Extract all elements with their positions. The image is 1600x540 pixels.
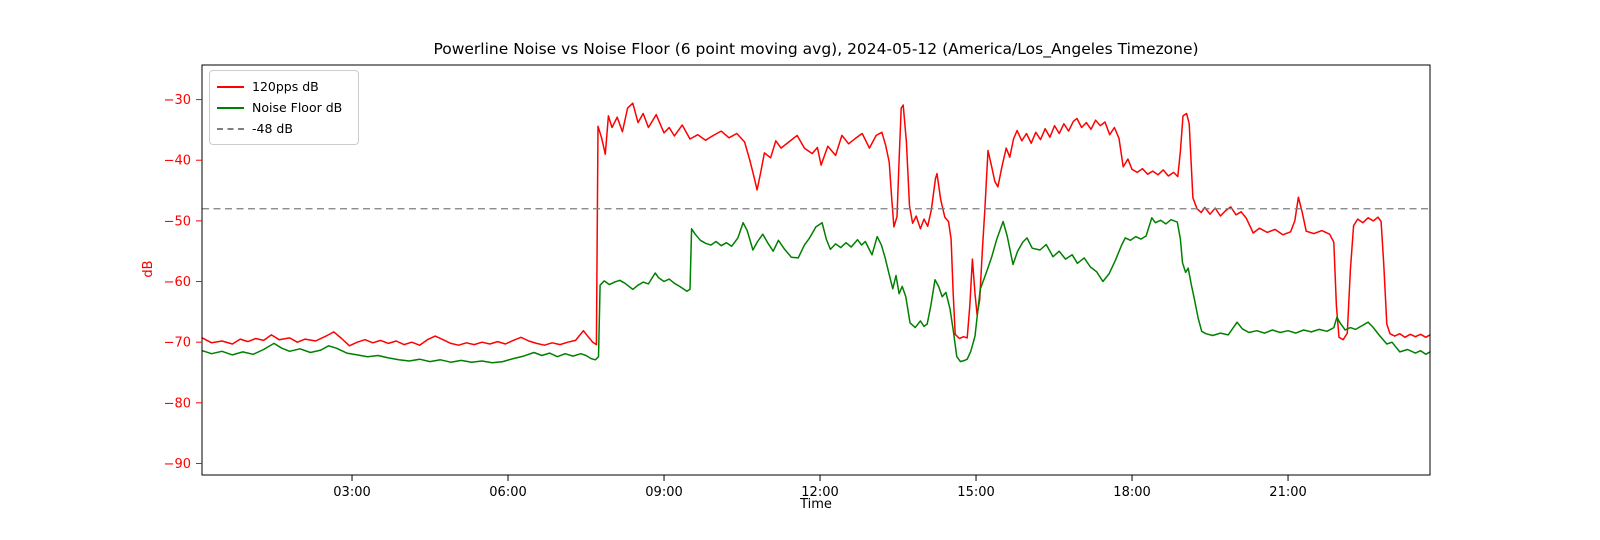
series-line-noise-floor: [201, 217, 1431, 364]
x-axis-label: Time: [800, 497, 832, 512]
y-tick-label: −90: [164, 457, 191, 472]
legend-label-120pps: 120pps dB: [252, 79, 319, 94]
x-tick-label: 21:00: [1269, 485, 1306, 500]
y-axis-label: dB: [140, 260, 156, 278]
legend-red-line-icon: [217, 85, 244, 88]
legend-entry-threshold: -48 dB: [217, 118, 350, 139]
x-tick-label: 15:00: [957, 485, 994, 500]
y-tick-label: −80: [164, 396, 191, 411]
legend-entry-120pps: 120pps dB: [217, 76, 350, 97]
x-tick-label: 09:00: [645, 485, 682, 500]
legend: 120pps dB Noise Floor dB -48 dB: [209, 70, 359, 145]
axes-frame: [201, 64, 1431, 476]
y-tick-label: −50: [164, 214, 191, 229]
legend-dashed-line-icon: [217, 127, 244, 130]
chart-title: Powerline Noise vs Noise Floor (6 point …: [433, 40, 1199, 58]
legend-entry-noise-floor: Noise Floor dB: [217, 97, 350, 118]
x-tick-label: 12:00: [801, 485, 838, 500]
x-tick-label: 03:00: [333, 485, 370, 500]
x-tick-label: 18:00: [1113, 485, 1150, 500]
legend-label-noise-floor: Noise Floor dB: [252, 100, 343, 115]
legend-green-line-icon: [217, 106, 244, 109]
y-tick-label: −60: [164, 275, 191, 290]
x-tick-label: 06:00: [489, 485, 526, 500]
series-line-120pps: [201, 102, 1431, 347]
legend-label-threshold: -48 dB: [252, 121, 293, 136]
y-tick-label: −30: [164, 93, 191, 108]
y-tick-label: −40: [164, 154, 191, 169]
y-tick-label: −70: [164, 336, 191, 351]
